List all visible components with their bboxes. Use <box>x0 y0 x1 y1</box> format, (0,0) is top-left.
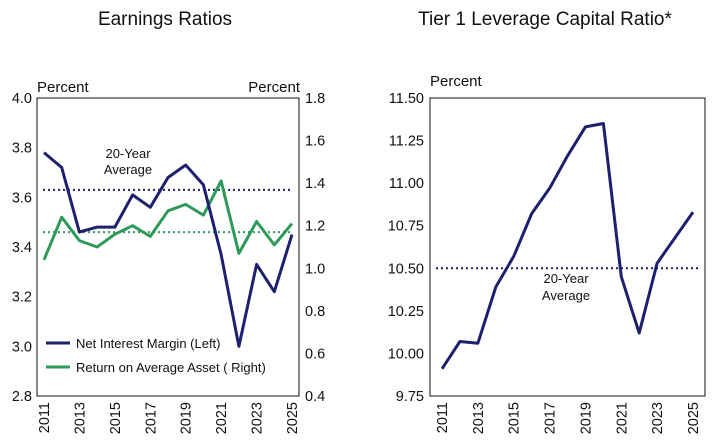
x-tick-label: 2025 <box>686 402 702 434</box>
y-right-tick-label: 0.8 <box>305 304 325 320</box>
chart-title-tier1: Tier 1 Leverage Capital Ratio* <box>418 9 672 30</box>
x-tick-label: 2011 <box>435 402 451 433</box>
legend-label-return-on-average-asset: Return on Average Asset ( Right) <box>76 360 266 375</box>
chart-title-earnings: Earnings Ratios <box>98 9 232 30</box>
y-left-tick-label: 3.0 <box>12 339 32 355</box>
x-tick-label: 2013 <box>471 402 487 434</box>
legend-label-net-interest-margin: Net Interest Margin (Left) <box>76 336 221 351</box>
tier1-average-annotation-line2: Average <box>542 288 590 303</box>
y-tick-label: 11.00 <box>389 176 424 192</box>
x-tick-label: 2025 <box>285 402 301 434</box>
x-tick-label: 2023 <box>650 402 666 434</box>
x-tick-label: 2015 <box>507 402 523 434</box>
y-right-tick-label: 1.2 <box>305 219 325 235</box>
y-left-tick-label: 3.6 <box>12 190 32 206</box>
y-right-tick-label: 1.8 <box>305 91 325 107</box>
left-axis-unit: Percent <box>37 79 90 96</box>
tier1-axis-unit: Percent <box>430 73 483 90</box>
y-left-ticks: 4.0 3.8 3.6 3.4 3.2 3.0 2.8 <box>12 91 32 405</box>
y-right-tick-label: 0.6 <box>305 346 325 362</box>
x-tick-label: 2021 <box>614 402 630 434</box>
y-right-tick-label: 1.4 <box>305 176 325 192</box>
x-tick-label: 2015 <box>108 402 124 434</box>
chart-tier1-leverage: Tier 1 Leverage Capital Ratio* Percent 1… <box>388 9 706 434</box>
series-line-return-on-average-asset <box>42 179 294 261</box>
right-axis-unit: Percent <box>248 79 301 96</box>
y-left-tick-label: 2.8 <box>12 389 32 405</box>
y-right-tick-label: 1.6 <box>305 134 325 150</box>
y-tick-label: 10.50 <box>388 261 424 277</box>
average-annotation-line2: Average <box>104 162 152 177</box>
average-annotation-line1: 20-Year <box>105 146 151 161</box>
x-tick-label: 2017 <box>143 402 159 434</box>
y-left-tick-label: 3.2 <box>12 290 32 306</box>
y-tick-label: 9.75 <box>396 389 424 405</box>
chart-earnings-ratios: Earnings Ratios Percent Percent 4.0 3.8 … <box>12 9 325 434</box>
y-tick-label: 10.75 <box>388 219 424 235</box>
y-tick-label: 11.50 <box>389 91 424 107</box>
x-tick-label: 2019 <box>179 402 195 434</box>
y-right-tick-label: 0.4 <box>305 389 325 405</box>
x-tick-label: 2023 <box>250 402 266 434</box>
plot-frame-tier1 <box>429 97 706 397</box>
y-left-tick-label: 3.4 <box>12 240 32 256</box>
y-tick-label: 10.25 <box>388 304 424 320</box>
legend-earnings: Net Interest Margin (Left) Return on Ave… <box>46 336 266 375</box>
y-left-tick-label: 4.0 <box>12 91 32 107</box>
x-ticks-earnings: 2011 2013 2015 2017 2019 2021 2023 2025 <box>37 402 301 434</box>
y-tick-label: 10.00 <box>388 346 424 362</box>
series-line-net-interest-margin <box>43 151 294 348</box>
x-tick-label: 2017 <box>543 402 559 434</box>
x-tick-label: 2013 <box>72 402 88 434</box>
tier1-average-annotation-line1: 20-Year <box>543 271 589 286</box>
y-tick-label: 11.25 <box>389 134 424 150</box>
y-left-tick-label: 3.8 <box>12 141 32 157</box>
plot-frame-earnings <box>36 97 300 397</box>
y-right-tick-label: 1.0 <box>305 261 325 277</box>
x-ticks-tier1: 2011 2013 2015 2017 2019 2021 2023 2025 <box>435 402 702 434</box>
x-tick-label: 2021 <box>214 402 230 434</box>
y-right-ticks: 1.8 1.6 1.4 1.2 1.0 0.8 0.6 0.4 <box>305 91 325 405</box>
x-tick-label: 2019 <box>578 402 594 434</box>
y-ticks-tier1: 11.50 11.25 11.00 10.75 10.50 10.25 10.0… <box>388 91 424 405</box>
x-tick-label: 2011 <box>37 402 53 433</box>
series-line-tier1-leverage <box>440 122 695 370</box>
